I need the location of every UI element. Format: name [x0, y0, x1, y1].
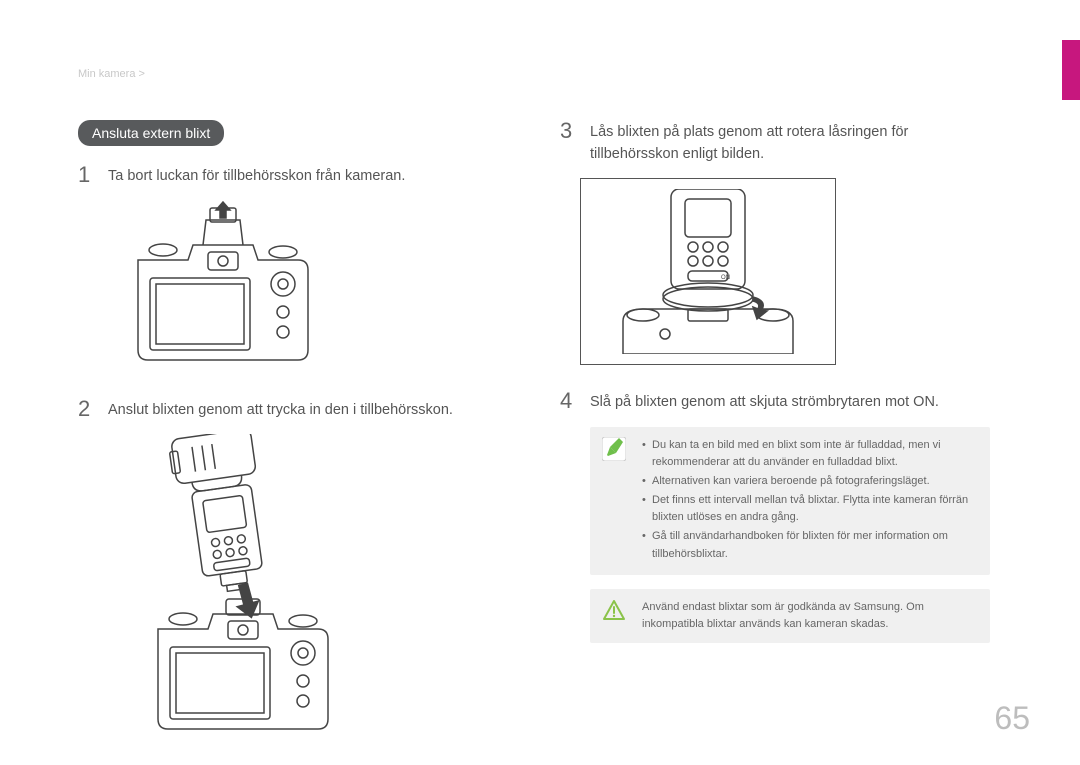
tip-item: Du kan ta en bild med en blixt som inte …: [642, 437, 978, 471]
step-row: 4 Slå på blixten genom att skjuta strömb…: [560, 390, 990, 414]
page-number: 65: [994, 700, 1030, 737]
step-number: 1: [78, 164, 96, 186]
step-text: Anslut blixten genom att trycka in den i…: [108, 398, 453, 422]
pen-tip-icon: [602, 437, 626, 461]
step-number: 3: [560, 120, 578, 142]
left-column: Ansluta extern blixt 1 Ta bort luckan fö…: [78, 120, 508, 762]
tip-item: Alternativen kan variera beroende på fot…: [642, 473, 978, 490]
figure-camera-cover-removal: [108, 200, 508, 370]
right-column: 3 Lås blixten på plats genom att rotera …: [560, 120, 990, 653]
svg-text:ON: ON: [721, 275, 730, 281]
tip-item: Det finns ett intervall mellan två blixt…: [642, 492, 978, 526]
step-text: Ta bort luckan för tillbehörsskon från k…: [108, 164, 405, 188]
tip-item: Gå till användarhandboken för blixten fö…: [642, 528, 978, 562]
step-row: 2 Anslut blixten genom att trycka in den…: [78, 398, 508, 422]
page-color-tab: [1062, 40, 1080, 100]
figure-lock-ring: ON: [580, 178, 836, 365]
step-number: 4: [560, 390, 578, 412]
step-text: Slå på blixten genom att skjuta strömbry…: [590, 390, 939, 414]
warning-icon: [602, 599, 626, 623]
step-text: Lås blixten på plats genom att rotera lå…: [590, 120, 990, 166]
tip-list: Du kan ta en bild med en blixt som inte …: [642, 437, 978, 562]
breadcrumb: Min kamera >: [78, 68, 145, 80]
warning-text: Använd endast blixtar som är godkända av…: [642, 599, 978, 633]
section-tag: Ansluta extern blixt: [78, 120, 224, 146]
step-row: 1 Ta bort luckan för tillbehörsskon från…: [78, 164, 508, 188]
warning-box: Använd endast blixtar som är godkända av…: [590, 589, 990, 643]
step-row: 3 Lås blixten på plats genom att rotera …: [560, 120, 990, 166]
step-number: 2: [78, 398, 96, 420]
tip-box: Du kan ta en bild med en blixt som inte …: [590, 427, 990, 574]
figure-flash-mounting: [108, 434, 508, 734]
